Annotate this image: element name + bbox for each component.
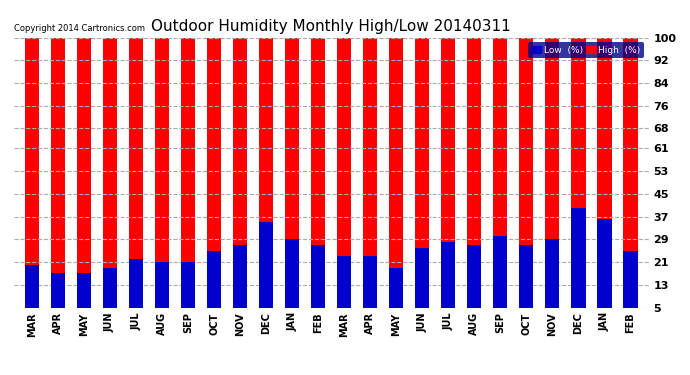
Bar xyxy=(51,38,65,308)
Bar xyxy=(25,38,39,308)
Bar xyxy=(363,256,377,307)
Bar xyxy=(441,38,455,308)
Bar xyxy=(103,268,117,308)
Bar xyxy=(519,38,533,308)
Bar xyxy=(103,38,117,308)
Bar xyxy=(441,242,455,308)
Bar xyxy=(77,38,91,308)
Bar xyxy=(51,273,65,308)
Bar xyxy=(363,38,377,308)
Bar xyxy=(311,38,326,308)
Bar xyxy=(571,208,586,308)
Bar xyxy=(598,219,611,308)
Bar xyxy=(337,38,351,308)
Bar xyxy=(415,38,429,308)
Bar xyxy=(311,245,326,308)
Bar xyxy=(233,245,247,308)
Bar xyxy=(493,38,507,308)
Bar xyxy=(25,265,39,308)
Bar xyxy=(259,38,273,308)
Bar xyxy=(493,237,507,308)
Bar xyxy=(181,262,195,308)
Bar xyxy=(207,251,221,308)
Legend: Low  (%), High  (%): Low (%), High (%) xyxy=(529,42,644,58)
Bar xyxy=(207,38,221,308)
Bar xyxy=(285,239,299,308)
Bar xyxy=(129,259,144,308)
Title: Outdoor Humidity Monthly High/Low 20140311: Outdoor Humidity Monthly High/Low 201403… xyxy=(151,18,511,33)
Bar xyxy=(545,38,560,308)
Bar xyxy=(571,38,586,308)
Bar xyxy=(623,38,638,308)
Bar xyxy=(181,38,195,308)
Bar xyxy=(598,38,611,308)
Bar xyxy=(155,262,169,308)
Bar xyxy=(129,38,144,308)
Text: Copyright 2014 Cartronics.com: Copyright 2014 Cartronics.com xyxy=(14,24,146,33)
Bar xyxy=(467,245,482,308)
Bar xyxy=(389,38,404,308)
Bar xyxy=(77,273,91,308)
Bar xyxy=(519,245,533,308)
Bar xyxy=(285,38,299,308)
Bar xyxy=(155,38,169,308)
Bar xyxy=(233,38,247,308)
Bar xyxy=(337,256,351,307)
Bar xyxy=(259,222,273,308)
Bar xyxy=(415,248,429,308)
Bar xyxy=(389,268,404,308)
Bar xyxy=(545,239,560,308)
Bar xyxy=(623,251,638,308)
Bar xyxy=(467,38,482,308)
